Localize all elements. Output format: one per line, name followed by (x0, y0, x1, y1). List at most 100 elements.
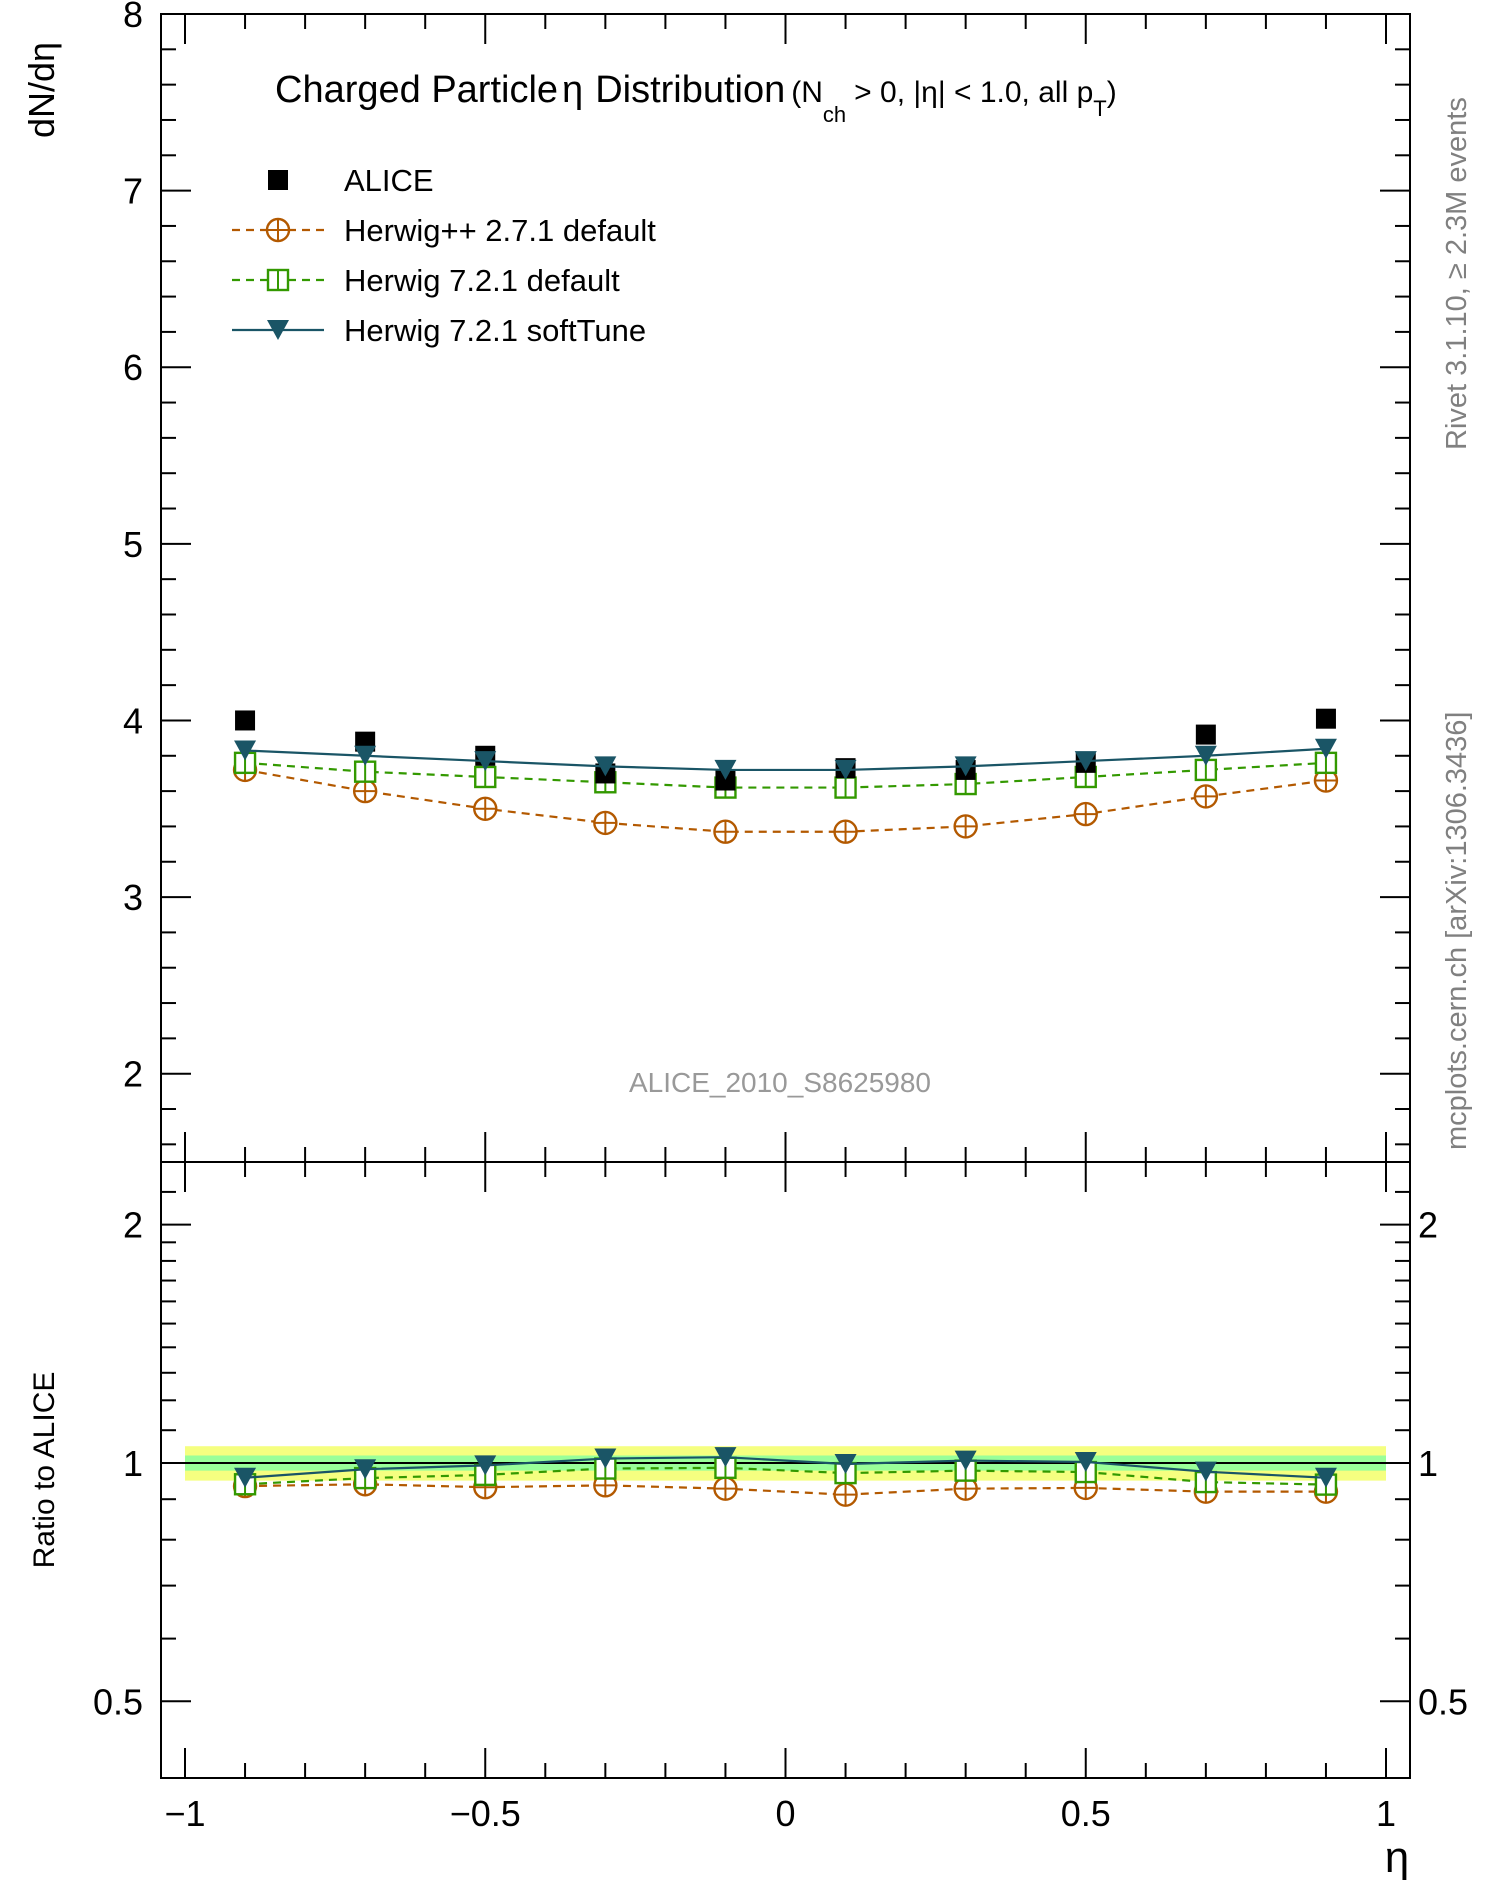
ratio-series-herwig-7-2-1-softtune (234, 1447, 1337, 1488)
ratio-data-point (593, 1473, 618, 1498)
ratio-axis-ticks (161, 1132, 1410, 1779)
legend-entry: ALICE (268, 163, 434, 198)
data-point (352, 778, 378, 804)
series-line (244, 761, 1327, 789)
ratio-y-axis-title: Ratio to ALICE (28, 1372, 61, 1569)
series-line (244, 768, 1327, 833)
data-point (593, 810, 618, 836)
data-point (834, 776, 857, 799)
legend-marker (266, 268, 290, 292)
ratio-data-point (474, 1455, 497, 1476)
title-cuts-suffix: ) (1107, 76, 1117, 109)
legend-entry: Herwig 7.2.1 default (232, 263, 620, 298)
ratio-series-layer (232, 1447, 1339, 1507)
data-point (1194, 758, 1218, 782)
mcplots-reference-note: mcplots.cern.ch [arXiv:1306.3436] (1441, 712, 1473, 1150)
ratio-y-tick-label-right: 1 (1418, 1443, 1438, 1484)
legend-marker (267, 320, 289, 340)
data-point (1074, 751, 1097, 772)
ratio-y-tick-labels: 0.5 0.5 1 1 2 2 (93, 1205, 1468, 1723)
main-y-tick-label: 6 (123, 347, 143, 388)
legend-entry: Herwig++ 2.7.1 default (232, 213, 656, 248)
x-tick-label: 0.5 (1061, 1793, 1111, 1834)
data-point (235, 710, 256, 731)
data-point (1194, 745, 1217, 766)
legend: ALICE Herwig++ 2.7.1 default Herwig 7.2.1 … (232, 163, 656, 348)
series-herwig-7-2-1-default (233, 751, 1338, 799)
main-y-tick-label: 2 (123, 1054, 143, 1095)
ratio-y-tick-label: 1 (123, 1443, 143, 1484)
title-eta: η (562, 69, 583, 111)
legend-label: Herwig 7.2.1 softTune (344, 313, 646, 348)
ratio-data-point (713, 1476, 738, 1501)
ratio-data-point (954, 1459, 977, 1482)
legend-marker (265, 217, 291, 243)
x-tick-label: 1 (1376, 1793, 1396, 1834)
main-y-tick-label: 3 (123, 877, 143, 918)
main-y-axis-title: dN/dη (21, 42, 62, 138)
legend-label: Herwig++ 2.7.1 default (344, 213, 656, 248)
title-cuts-mid: > 0, |η| < 1.0, all p (854, 76, 1093, 109)
x-tick-label: −0.5 (450, 1793, 521, 1834)
ratio-data-point (834, 1454, 857, 1475)
main-y-tick-label: 8 (123, 0, 143, 35)
data-point (1315, 708, 1336, 729)
main-y-tick-label: 7 (123, 171, 143, 212)
x-tick-labels: −1 −0.5 0 0.5 1 (164, 1793, 1396, 1834)
series-herwig-7-2-1-softtune (234, 738, 1337, 780)
legend-entry: Herwig 7.2.1 softTune (232, 313, 646, 348)
title-distribution: Distribution (595, 69, 785, 111)
data-point (473, 796, 498, 821)
ratio-data-point (234, 1467, 257, 1488)
title-cuts-sub-t: T (1093, 96, 1106, 121)
data-point (833, 819, 858, 844)
ratio-series-line (245, 1483, 1326, 1496)
legend-marker (268, 170, 288, 190)
data-point (354, 745, 377, 766)
data-point (713, 819, 738, 844)
data-point (234, 740, 257, 761)
title-cuts-sub-ch: ch (823, 102, 846, 127)
main-y-tick-label: 5 (123, 524, 143, 565)
legend-label: ALICE (344, 163, 434, 198)
ratio-data-point (833, 1482, 858, 1507)
ratio-data-point (354, 1459, 377, 1480)
legend-label: Herwig 7.2.1 default (344, 263, 620, 298)
ratio-y-tick-label-right: 2 (1418, 1205, 1438, 1246)
main-y-tick-label: 4 (123, 700, 143, 741)
data-point (834, 759, 857, 780)
main-axis-ticks (161, 13, 1410, 1146)
x-tick-label: −1 (164, 1793, 205, 1834)
data-point (1195, 724, 1216, 745)
plot-title: Charged Particle η Distribution (Nch > 0, |η… (275, 69, 1117, 127)
data-point (1313, 768, 1339, 793)
data-point (714, 759, 737, 780)
data-point (715, 770, 736, 791)
series-line (245, 747, 1327, 772)
ratio-data-point (1194, 1461, 1217, 1482)
data-point (954, 756, 977, 777)
ratio-y-tick-label: 0.5 (93, 1681, 143, 1722)
data-point (594, 756, 617, 777)
ratio-data-point (594, 1448, 617, 1469)
ratio-data-point (714, 1447, 737, 1468)
ratio-y-tick-label-right: 0.5 (1418, 1681, 1468, 1722)
data-point (1193, 784, 1219, 809)
main-series-layer (232, 708, 1339, 844)
x-tick-label: 0 (775, 1793, 795, 1834)
ratio-y-tick-label: 2 (123, 1205, 143, 1246)
ratio-data-point (1314, 1467, 1337, 1488)
ratio-series-line (244, 1456, 1327, 1479)
x-axis-title: η (1385, 1833, 1409, 1880)
data-point (1314, 738, 1337, 759)
ratio-series-line (244, 1466, 1326, 1486)
data-point (1073, 801, 1098, 827)
data-point (474, 751, 497, 772)
rivet-version-note: Rivet 3.1.10, ≥ 2.3M events (1441, 97, 1473, 450)
data-point (953, 814, 978, 839)
ratio-data-point (954, 1450, 977, 1471)
analysis-label: ALICE_2010_S8625980 (629, 1067, 931, 1098)
ratio-data-point (1074, 1451, 1097, 1472)
main-y-tick-labels: 2 3 4 5 6 7 8 (123, 0, 143, 1095)
